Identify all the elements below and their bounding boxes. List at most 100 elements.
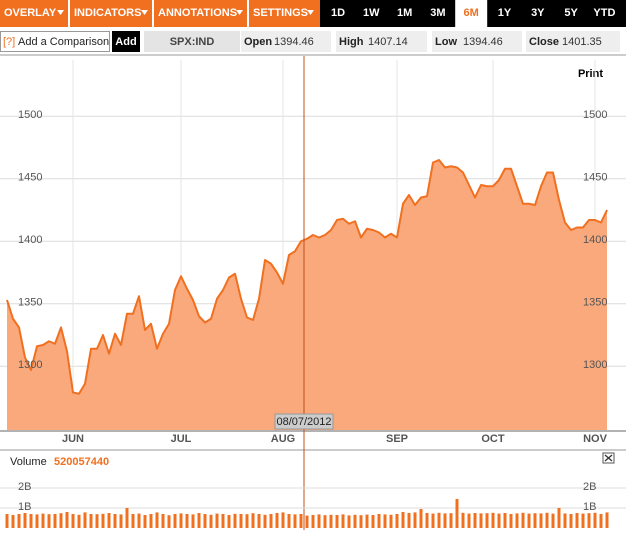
volume-bar [287, 514, 291, 528]
volume-bar [425, 513, 429, 528]
menu-button[interactable]: SETTINGS [253, 7, 308, 19]
period-button[interactable]: 1Y [498, 7, 512, 19]
volume-bar [269, 514, 273, 528]
volume-bar [245, 514, 249, 528]
volume-bar [281, 512, 285, 528]
quote-label: Close [529, 36, 559, 48]
quote-label: Open [244, 36, 272, 48]
volume-bar [545, 512, 549, 528]
y-tick-label-right: 1450 [583, 172, 607, 184]
quote-value: 1394.46 [274, 36, 314, 48]
quote-value: 1401.35 [562, 36, 602, 48]
comparison-box [0, 31, 110, 52]
volume-bar [11, 515, 15, 528]
volume-bar [485, 513, 489, 528]
volume-bar [155, 512, 159, 528]
dropdown-arrow [57, 10, 64, 15]
volume-bar [17, 514, 21, 528]
x-tick-label: JUL [171, 433, 192, 445]
dropdown-arrow [236, 10, 243, 15]
y-tick-label-right: 2B [583, 481, 596, 493]
volume-bar [509, 514, 513, 528]
volume-bar [95, 514, 99, 528]
dropdown-arrow [307, 10, 314, 15]
volume-bar [593, 512, 597, 528]
volume-bar [491, 512, 495, 528]
period-button[interactable]: 1M [397, 7, 412, 19]
volume-bar [161, 514, 165, 528]
period-active-bg [455, 0, 488, 27]
period-button[interactable]: 5Y [564, 7, 578, 19]
volume-bar [419, 509, 423, 528]
y-tick-label: 1450 [18, 172, 42, 184]
volume-bar [113, 514, 117, 528]
close-button[interactable] [602, 452, 615, 464]
period-button[interactable]: YTD [593, 7, 615, 19]
y-tick-label: 2B [18, 481, 31, 493]
volume-bar [221, 514, 225, 528]
volume-bar [173, 514, 177, 528]
y-tick-label: 1B [18, 501, 31, 513]
volume-bar [251, 513, 255, 528]
volume-bar [83, 512, 87, 528]
volume-bar [239, 514, 243, 528]
volume-bar [347, 515, 351, 528]
volume-bar [323, 515, 327, 528]
volume-bar [443, 513, 447, 528]
volume-bar [47, 514, 51, 528]
volume-bar [137, 513, 141, 528]
volume-bar [557, 508, 561, 528]
quote-label: High [339, 36, 364, 48]
volume-bar [581, 513, 585, 528]
y-tick-label-right: 1350 [583, 297, 607, 309]
volume-bar [473, 513, 477, 528]
volume-bar [359, 515, 363, 528]
volume-bar [131, 514, 135, 528]
volume-bar [395, 514, 399, 528]
price-line [6, 159, 608, 395]
volume-bar [479, 513, 483, 528]
help-link[interactable]: [?] [3, 36, 15, 48]
period-button[interactable]: 1D [331, 7, 345, 19]
price-area [7, 160, 607, 430]
volume-bar [107, 513, 111, 528]
volume-bar [539, 513, 543, 528]
y-tick-label-right: 1B [583, 501, 596, 513]
period-button[interactable]: 3Y [531, 7, 545, 19]
volume-label: Volume [10, 456, 47, 468]
volume-bar [437, 512, 441, 528]
comparison-input[interactable]: Add a Comparison [18, 36, 109, 48]
volume-bar [185, 514, 189, 528]
y-tick-label: 1500 [18, 109, 42, 121]
quote-value-bg [241, 31, 331, 52]
print-button[interactable]: Print [578, 68, 603, 80]
volume-bar [383, 514, 387, 528]
volume-bar [533, 513, 537, 528]
volume-bar [407, 513, 411, 528]
volume-bar [71, 514, 75, 528]
period-button[interactable]: 3M [430, 7, 445, 19]
volume-bar [329, 514, 333, 528]
volume-bar [467, 513, 471, 528]
volume-bar [293, 514, 297, 528]
period-button[interactable]: 6M [464, 7, 479, 19]
menu-button[interactable]: OVERLAY [4, 7, 57, 19]
volume-bar [431, 513, 435, 528]
volume-bar [143, 515, 147, 528]
volume-bar [53, 514, 57, 528]
menu-button[interactable]: INDICATORS [74, 7, 141, 19]
y-tick-label-right: 1300 [583, 359, 607, 371]
menu-bar [0, 0, 320, 27]
volume-bar [275, 513, 279, 528]
period-button[interactable]: 1W [363, 7, 380, 19]
y-tick-label-right: 1500 [583, 109, 607, 121]
symbol: SPX:IND [170, 36, 215, 48]
x-tick-label: JUN [62, 433, 84, 445]
add-button[interactable]: Add [115, 36, 136, 48]
quote-label: Low [435, 36, 457, 48]
volume-bar [551, 513, 555, 528]
volume-bar [353, 514, 357, 528]
volume-bar [461, 512, 465, 528]
menu-button[interactable]: ANNOTATIONS [158, 7, 237, 19]
